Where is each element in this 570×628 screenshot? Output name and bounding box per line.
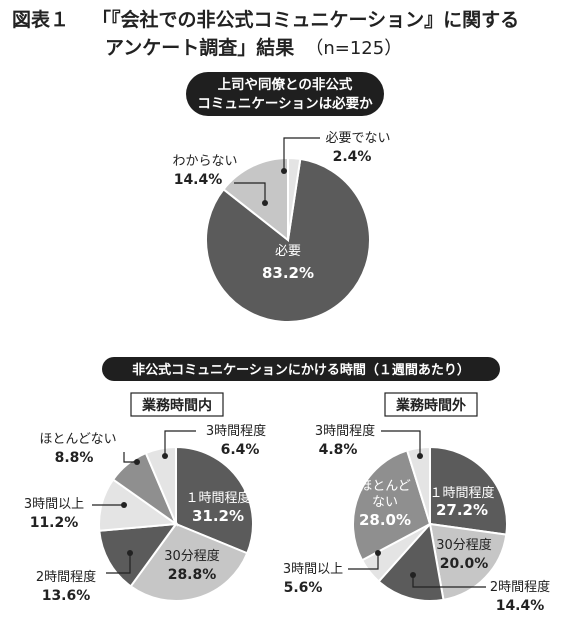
pill-top-line1: 上司や同僚との非公式 <box>218 76 353 93</box>
p3-leader-dot-3h <box>417 453 423 459</box>
figure-title-line2: アンケート調査」結果 <box>105 36 294 59</box>
p2-value-3hplus: 11.2% <box>30 515 79 531</box>
p2-value-3h: 6.4% <box>221 442 260 458</box>
p2-leader-hotondo <box>123 452 137 463</box>
p2-label-30m: 30分程度 <box>164 548 220 564</box>
label-hitsuyoudenai: 必要でない <box>325 131 390 146</box>
p3-leader-3hplus <box>348 553 379 570</box>
p2-leader-3h <box>164 430 196 456</box>
p3-value-2h: 14.4% <box>496 598 545 614</box>
leader-dot-hitsuyoudenai <box>281 168 287 174</box>
p3-label-2h: 2時間程度 <box>490 579 550 595</box>
p2-leader-dot-hotondo <box>134 459 140 465</box>
p3-leader-2h <box>412 575 486 588</box>
pie-within-slice-1 <box>129 522 249 602</box>
leader-hitsuyoudenai <box>283 137 320 171</box>
pill-top-line2: コミュニケーションは必要か <box>197 95 373 112</box>
figure-title-line2-group: アンケート調査」結果 （n=125） <box>105 36 402 59</box>
pie-outside-hours <box>352 445 508 602</box>
pie-necessity-slice-1 <box>222 156 289 243</box>
p2-label-3h: 3時間程度 <box>206 423 266 439</box>
value-hitsuyou: 83.2% <box>262 264 314 282</box>
p3-label-3h: 3時間程度 <box>315 423 375 439</box>
box-outside-hours <box>384 392 478 417</box>
p2-label-1h: １時間程度 <box>185 490 250 506</box>
p2-label-3hplus: 3時間以上 <box>24 497 84 512</box>
pie-outside-slice-0 <box>429 445 508 536</box>
p3-leader-dot-3hplus <box>375 550 381 556</box>
p2-value-30m: 28.8% <box>168 567 217 583</box>
pie-within-slice-2 <box>98 522 179 588</box>
pill-time-background <box>102 357 500 381</box>
leader-dot-wakaranai <box>262 200 268 206</box>
box-within-hours-label: 業務時間内 <box>141 397 212 414</box>
pie-outside-slice-4 <box>352 449 432 562</box>
p2-label-hotondo: ほとんどない <box>39 432 116 447</box>
pie-within-slice-5 <box>144 445 177 525</box>
p3-label-1h: １時間程度 <box>429 485 494 501</box>
p2-value-2h: 13.6% <box>42 588 91 604</box>
p3-value-3hplus: 5.6% <box>284 580 323 596</box>
p2-leader-dot-3hplus <box>121 502 127 508</box>
p2-leader-2h <box>106 553 131 574</box>
p3-value-hotondo: 28.0% <box>359 511 411 529</box>
label-wakaranai: わからない <box>172 154 237 169</box>
p3-value-1h: 27.2% <box>436 501 488 519</box>
label-hitsuyou: 必要 <box>275 244 301 259</box>
pie-outside-slice-2 <box>377 521 445 602</box>
figure-sample-size: （n=125） <box>305 38 402 59</box>
value-hitsuyoudenai: 2.4% <box>333 149 372 165</box>
p3-leader-3h <box>381 430 421 456</box>
pie-outside-slice-5 <box>405 445 431 525</box>
box-within-hours <box>130 392 224 417</box>
p3-label-3hplus: 3時間以上 <box>283 562 343 577</box>
p3-label-30m: 30分程度 <box>436 537 492 553</box>
p2-leader-dot-3h <box>162 453 168 459</box>
box-outside-hours-label: 業務時間外 <box>395 397 466 414</box>
pie-necessity-slice-2 <box>287 156 302 241</box>
pie-outside-slice-1 <box>428 522 508 601</box>
p3-value-30m: 20.0% <box>440 556 489 572</box>
p2-leader-dot-2h <box>127 550 133 556</box>
pill-time-text: 非公式コミュニケーションにかける時間（１週間あたり） <box>132 362 470 378</box>
p2-value-hotondo: 8.8% <box>55 450 94 466</box>
value-wakaranai: 14.4% <box>174 172 223 188</box>
figure-title-line1: 「『会社での非公式コミュニケーション』に関する <box>92 8 519 31</box>
pie-necessity <box>205 156 371 323</box>
p2-value-1h: 31.2% <box>192 507 244 525</box>
p3-label-hotondo-line2: ない <box>372 495 398 510</box>
p3-label-hotondo: ほとんど <box>359 479 411 494</box>
p3-leader-dot-2h <box>410 572 416 578</box>
pie-within-hours <box>98 445 254 602</box>
p2-label-2h: 2時間程度 <box>36 569 96 585</box>
leader-wakaranai <box>234 182 266 203</box>
pill-top-background <box>186 72 384 116</box>
pie-within-slice-0 <box>175 445 254 555</box>
p3-value-3h: 4.8% <box>319 442 358 458</box>
figure-number: 図表１ <box>12 8 69 31</box>
